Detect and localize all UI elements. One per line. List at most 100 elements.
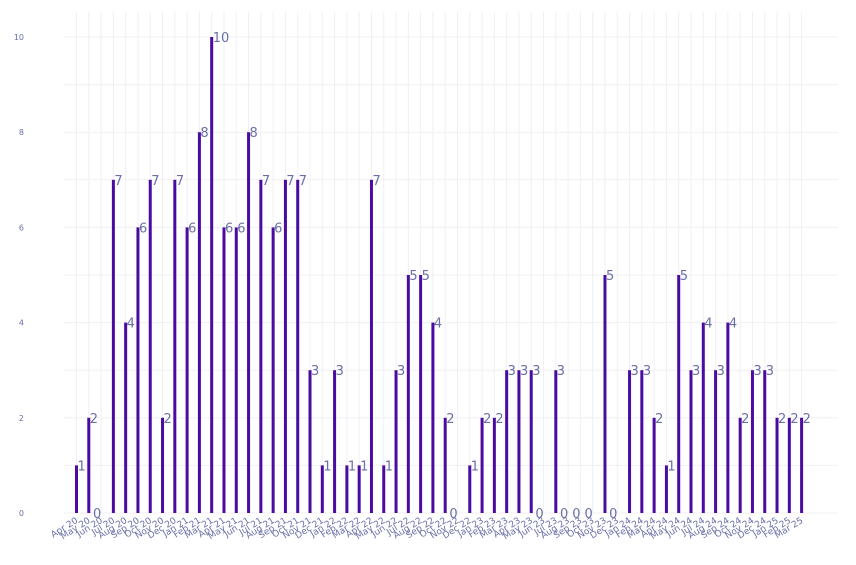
bar: [714, 370, 718, 513]
bar: [197, 132, 201, 513]
bar: [320, 465, 324, 513]
data-label: 3: [557, 364, 565, 379]
bar: [173, 179, 177, 514]
bar: [333, 370, 337, 513]
bar: [87, 417, 91, 513]
data-label: 5: [409, 269, 417, 284]
data-label: 2: [164, 412, 172, 427]
bar: [468, 465, 472, 513]
bar: [800, 417, 804, 513]
bar: [677, 275, 681, 513]
bar: [161, 417, 165, 513]
y-tick-label: 2: [19, 414, 24, 423]
y-axis-ticks: 0 2 4 6 8 10: [14, 33, 24, 518]
bar: [283, 179, 287, 514]
data-label: 0: [93, 507, 101, 522]
data-label: 10: [213, 31, 230, 46]
y-tick-label: 4: [19, 319, 24, 328]
data-label: 6: [139, 221, 147, 236]
bar: [111, 179, 115, 514]
bar: [271, 227, 275, 513]
bar: [664, 465, 668, 513]
bar: [603, 275, 607, 513]
bar: [222, 227, 226, 513]
bars: [75, 37, 804, 514]
bar: [185, 227, 189, 513]
bar: [505, 370, 509, 513]
bar: [652, 417, 656, 513]
data-label: 1: [667, 459, 675, 474]
data-label: 0: [585, 507, 593, 522]
data-label: 3: [717, 364, 725, 379]
bar: [308, 370, 312, 513]
data-label: 2: [778, 412, 786, 427]
data-label: 4: [704, 317, 712, 332]
data-label: 3: [766, 364, 774, 379]
data-label: 3: [643, 364, 651, 379]
data-label: 3: [397, 364, 405, 379]
bar: [75, 465, 78, 513]
data-label: 4: [729, 317, 737, 332]
y-tick-label: 0: [19, 509, 24, 518]
bar: [345, 465, 349, 513]
bar: [763, 370, 767, 513]
data-label: 8: [200, 126, 208, 141]
bar: [136, 227, 140, 513]
bar: [750, 370, 754, 513]
data-label: 1: [385, 459, 393, 474]
bar: [640, 370, 644, 513]
data-label: 7: [299, 174, 307, 189]
bar: [775, 417, 779, 513]
data-label: 4: [127, 317, 135, 332]
data-label: 7: [286, 174, 294, 189]
bar: [210, 37, 214, 513]
bar: [234, 227, 238, 513]
bar: [357, 465, 361, 513]
data-label: 7: [372, 174, 380, 189]
data-label: 0: [535, 507, 543, 522]
data-label: 5: [422, 269, 430, 284]
data-label: 7: [262, 174, 270, 189]
bar: [492, 417, 496, 513]
data-label: 3: [508, 364, 516, 379]
data-label: 1: [471, 459, 479, 474]
bar: [406, 275, 410, 513]
data-label: 6: [237, 221, 245, 236]
bar: [247, 132, 251, 513]
bar: [369, 179, 373, 514]
data-label: 1: [78, 459, 86, 474]
data-label: 1: [360, 459, 368, 474]
data-label: 2: [803, 412, 811, 427]
data-label: 3: [336, 364, 344, 379]
bar: [517, 370, 521, 513]
bar: [296, 179, 300, 514]
data-label: 4: [434, 317, 442, 332]
bar: [443, 417, 447, 513]
data-label: 1: [323, 459, 331, 474]
bar: [148, 179, 152, 514]
data-label: 2: [790, 412, 798, 427]
data-label: 2: [446, 412, 454, 427]
bar: [394, 370, 398, 513]
y-tick-label: 10: [14, 33, 24, 42]
data-label: 3: [520, 364, 528, 379]
y-tick-label: 8: [19, 128, 24, 137]
data-label: 0: [449, 507, 457, 522]
bar: [124, 322, 128, 513]
data-label: 5: [606, 269, 614, 284]
data-label: 6: [225, 221, 233, 236]
data-label: 0: [609, 507, 617, 522]
bar: [431, 322, 435, 513]
data-label: 2: [741, 412, 749, 427]
data-label: 7: [176, 174, 184, 189]
data-label: 2: [655, 412, 663, 427]
data-label: 7: [114, 174, 122, 189]
data-label: 3: [692, 364, 700, 379]
bar: [480, 417, 484, 513]
bar: [382, 465, 386, 513]
data-label: 2: [495, 412, 503, 427]
data-label: 2: [483, 412, 491, 427]
